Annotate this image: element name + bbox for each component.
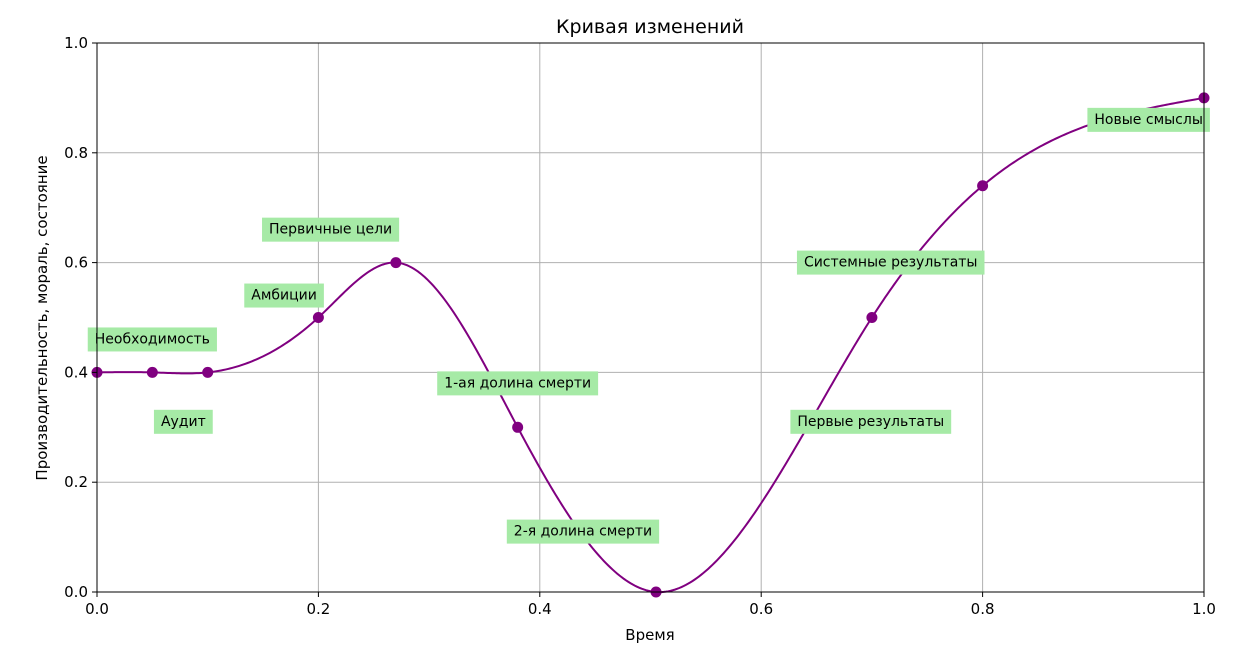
annotation-text: Системные результаты	[804, 255, 978, 271]
annotation-label: Амбиции	[244, 283, 324, 308]
annotation-label: Первые результаты	[790, 409, 952, 434]
annotation-label: Необходимость	[87, 327, 217, 352]
data-point	[512, 421, 524, 433]
annotation-box	[1087, 107, 1210, 132]
annotation-text: 2-я долина смерти	[514, 524, 652, 540]
annotation-box	[87, 327, 217, 352]
y-tick-label: 0.6	[64, 254, 88, 272]
annotation-label: Новые смыслы	[1087, 107, 1210, 132]
change-curve-line	[96, 96, 1205, 594]
y-axis-label: Производительность, мораль, состояние	[33, 155, 51, 480]
chart-title: Кривая изменений	[556, 16, 744, 38]
y-tick-label: 0.4	[64, 363, 88, 381]
annotation-text: 1-ая долина смерти	[444, 375, 591, 391]
ticks-layer: 0.0 0.2 0.4 0.6 0.8 1.0 0.0 0.2 0.4 0.6 0.8 1.0	[64, 34, 1216, 618]
data-point	[977, 180, 989, 192]
annotation-text: Амбиции	[251, 288, 317, 304]
annotation-box	[437, 371, 599, 396]
annotation-box	[262, 217, 400, 242]
x-tick-label: 0.4	[528, 600, 552, 618]
data-point	[866, 312, 878, 323]
data-point	[202, 366, 214, 378]
x-tick-label: 0.2	[306, 600, 330, 618]
annotation-label: 1-ая долина смерти	[437, 371, 599, 396]
y-tick-label: 1.0	[64, 34, 88, 52]
y-tick-label: 0.8	[64, 144, 88, 162]
annotation-box	[153, 409, 213, 434]
y-tick-label: 0.0	[64, 583, 88, 601]
annotation-box	[790, 409, 952, 434]
x-tick-label: 0.8	[971, 600, 995, 618]
annotation-box	[796, 250, 985, 275]
annotation-text: Новые смыслы	[1094, 112, 1202, 128]
annotation-text: Первые результаты	[797, 414, 944, 430]
x-axis-label: Время	[625, 626, 674, 644]
x-tick-label: 0.0	[85, 600, 109, 618]
annotation-label: Системные результаты	[796, 250, 985, 275]
y-tick-label: 0.2	[64, 473, 88, 491]
x-tick-label: 0.6	[749, 600, 773, 618]
annotation-label: 2-я долина смерти	[506, 519, 660, 544]
annotation-box	[244, 283, 324, 308]
annotation-label: Аудит	[153, 409, 213, 434]
curve-layer	[96, 96, 1205, 594]
data-point	[146, 366, 158, 378]
annotation-label: Первичные цели	[262, 217, 400, 242]
annotation-text: Аудит	[161, 414, 206, 430]
annotations-layer: Необходимость Аудит Амбиции Первичные цели 1…	[87, 107, 1210, 544]
axes-frame	[96, 42, 1205, 593]
annotation-box	[506, 519, 660, 544]
data-point	[390, 257, 402, 269]
annotation-text: Первичные цели	[269, 222, 392, 238]
annotation-text: Необходимость	[95, 331, 210, 347]
x-tick-label: 1.0	[1192, 600, 1216, 618]
data-point	[312, 312, 324, 323]
